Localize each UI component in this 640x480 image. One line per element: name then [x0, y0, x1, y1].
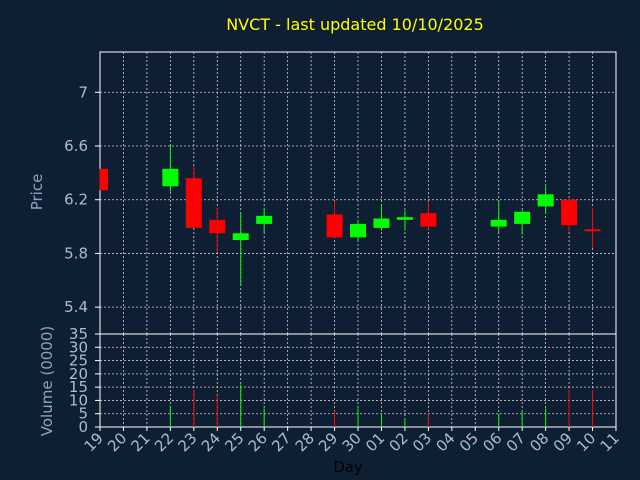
x-tick-label: 01	[362, 429, 388, 455]
candle-01	[373, 205, 390, 231]
candle-25	[232, 213, 249, 286]
candle-26	[256, 207, 273, 232]
candle-06	[490, 201, 507, 232]
x-tick-label: 06	[479, 429, 505, 455]
candle-body	[326, 214, 343, 238]
x-tick-label: 03	[409, 429, 435, 455]
candles	[99, 146, 601, 286]
price-tick-label: 6.2	[64, 191, 88, 209]
candle-body	[256, 215, 273, 224]
x-tick-label: 29	[315, 429, 341, 455]
x-axis-ticks: 1920212223242526272829300102030405060708…	[81, 427, 623, 455]
price-y-ticks: 5.4 5.8 6.2 6.6 7	[64, 83, 100, 316]
candle-body	[350, 223, 366, 238]
candle-body	[420, 213, 437, 227]
x-tick-label: 26	[245, 429, 271, 455]
volume-bars	[169, 384, 594, 427]
x-tick-label: 09	[550, 429, 576, 455]
volume-axis-label: Volume (0000)	[38, 326, 56, 436]
x-tick-label: 25	[221, 429, 247, 455]
x-tick-label: 11	[597, 429, 623, 455]
candle-24	[209, 207, 226, 253]
x-tick-label: 05	[456, 429, 482, 455]
candle-23	[185, 166, 202, 228]
x-tick-label: 02	[386, 429, 412, 455]
price-tick-label: 7	[78, 83, 88, 101]
x-tick-label: 23	[174, 429, 200, 455]
candle-body	[100, 168, 108, 191]
chart-title: NVCT - last updated 10/10/2025	[226, 15, 484, 34]
candle-10	[584, 207, 601, 249]
x-axis-label: Day	[333, 458, 363, 476]
candle-body	[396, 217, 413, 220]
volume-tick-label: 15	[69, 378, 88, 396]
candle-03	[420, 201, 437, 230]
x-tick-label: 07	[503, 429, 529, 455]
volume-tick-label: 25	[69, 352, 88, 370]
x-tick-label: 04	[432, 429, 458, 455]
candle-07	[514, 210, 531, 235]
candle-body	[584, 229, 601, 232]
x-tick-label: 21	[128, 429, 154, 455]
candle-29	[326, 201, 343, 238]
candle-body	[561, 199, 578, 226]
candle-body	[232, 233, 249, 240]
x-tick-label: 27	[268, 429, 294, 455]
x-tick-label: 10	[573, 429, 599, 455]
candle-body	[537, 194, 554, 207]
candle-30	[350, 219, 366, 242]
candle-body	[185, 178, 202, 228]
x-tick-label: 30	[339, 429, 365, 455]
candle-body	[209, 219, 226, 234]
price-tick-label: 5.4	[64, 298, 88, 316]
price-tick-label: 5.8	[64, 244, 88, 262]
candle-19	[99, 168, 108, 191]
candle-09	[561, 199, 578, 232]
price-axis-label: Price	[28, 174, 46, 211]
candle-body	[514, 211, 531, 224]
candle-body	[373, 218, 390, 228]
candle-body	[162, 168, 179, 187]
candle-02	[396, 210, 413, 231]
volume-tick-label: 10	[69, 391, 88, 409]
candle-08	[537, 186, 554, 214]
x-tick-label: 22	[151, 429, 177, 455]
candle-22	[162, 146, 179, 192]
price-grid	[100, 52, 616, 334]
candle-body	[490, 219, 507, 227]
volume-tick-label: 30	[69, 338, 88, 356]
volume-tick-label: 35	[69, 325, 88, 343]
x-tick-label: 08	[526, 429, 552, 455]
volume-tick-label: 5	[78, 405, 88, 423]
x-tick-label: 20	[104, 429, 130, 455]
volume-tick-label: 20	[69, 365, 88, 383]
volume-tick-label: 0	[78, 418, 88, 436]
x-tick-label: 28	[292, 429, 318, 455]
price-tick-label: 6.6	[64, 137, 88, 155]
price-panel: 5.4 5.8 6.2 6.6 7	[64, 51, 617, 335]
x-tick-label: 24	[198, 429, 224, 455]
